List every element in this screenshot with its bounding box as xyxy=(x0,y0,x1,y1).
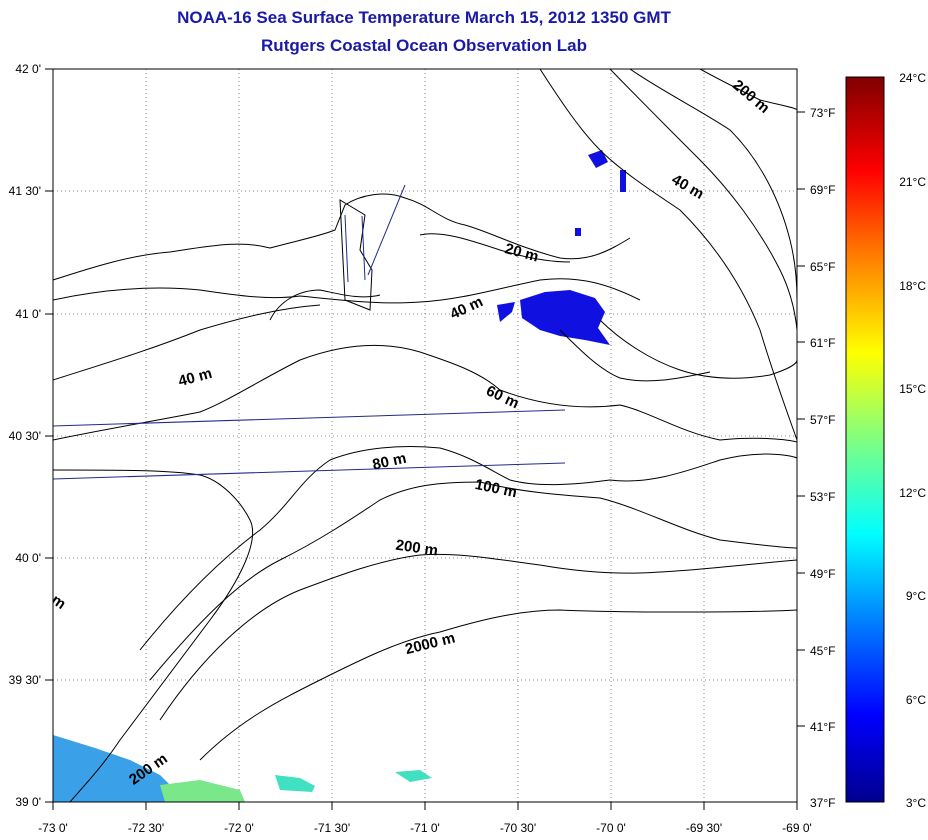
lat-tick-label: 39 0' xyxy=(15,795,41,809)
lat-tick-label: 41 0' xyxy=(15,307,41,321)
tick-marks xyxy=(45,68,798,810)
lon-tick-label: -73 0' xyxy=(38,821,68,835)
lon-tick-label: -69 30' xyxy=(686,821,722,835)
fahrenheit-tick-label: 49°F xyxy=(810,567,835,581)
colorbar-tick-label: 24°C xyxy=(899,71,926,85)
track-lines xyxy=(53,184,566,480)
fahrenheit-tick-label: 65°F xyxy=(810,260,835,274)
lon-labels: -73 0' -72 30' -72 0' -71 30' -71 0' -70… xyxy=(38,821,812,835)
contour-label: 40 m xyxy=(447,293,485,323)
contour-label: 40 m xyxy=(177,365,214,390)
fahrenheit-tick-label: 45°F xyxy=(810,644,835,658)
grid xyxy=(53,69,797,802)
lat-labels: 42 0' 41 30' 41 0' 40 30' 40 0' 39 30' 3… xyxy=(9,62,41,809)
colorbar-tick-label: 18°C xyxy=(899,279,926,293)
contour-label: 200 m xyxy=(729,77,773,117)
lat-tick-label: 40 0' xyxy=(15,551,41,565)
lat-tick-label: 40 30' xyxy=(9,429,41,443)
fahrenheit-tick-label: 53°F xyxy=(810,490,835,504)
lon-tick-label: -70 30' xyxy=(500,821,536,835)
fahrenheit-tick-label: 73°F xyxy=(810,106,835,120)
contour-label: 200 m xyxy=(395,537,439,560)
colorbar-tick-label: 12°C xyxy=(899,486,926,500)
lat-tick-label: 42 0' xyxy=(15,62,41,76)
colorbar-tick-label: 9°C xyxy=(906,589,926,603)
contour-label: 80 m xyxy=(371,450,408,474)
fahrenheit-labels: 73°F 69°F 65°F 61°F 57°F 53°F 49°F 45°F … xyxy=(810,106,835,810)
contour-label: 60 m xyxy=(483,382,521,412)
colorbar-tick-label: 3°C xyxy=(906,796,926,810)
lon-tick-label: -72 30' xyxy=(128,821,164,835)
contour-label: 40 m xyxy=(669,171,707,203)
contour-label: 100 m xyxy=(473,476,518,501)
lon-tick-label: -72 0' xyxy=(224,821,254,835)
lat-tick-label: 41 30' xyxy=(9,184,41,198)
contour-labels: 200 m 40 m 20 m 40 m 40 m 60 m 80 m 100 … xyxy=(48,77,773,789)
sst-patches xyxy=(53,150,626,802)
fahrenheit-tick-label: 37°F xyxy=(810,796,835,810)
lon-tick-label: -71 30' xyxy=(314,821,350,835)
colorbar-labels: 24°C 21°C 18°C 15°C 12°C 9°C 6°C 3°C xyxy=(899,71,926,810)
colorbar-tick-label: 6°C xyxy=(906,693,926,707)
fahrenheit-tick-label: 57°F xyxy=(810,413,835,427)
contour-label: m xyxy=(48,591,69,613)
fahrenheit-tick-label: 41°F xyxy=(810,720,835,734)
fahrenheit-tick-label: 61°F xyxy=(810,336,835,350)
lat-tick-label: 39 30' xyxy=(9,673,41,687)
map-subtitle: Rutgers Coastal Ocean Observation Lab xyxy=(261,36,587,55)
contour-label: 20 m xyxy=(503,240,540,265)
colorbar-tick-label: 15°C xyxy=(899,382,926,396)
lon-tick-label: -69 0' xyxy=(782,821,812,835)
contours xyxy=(53,69,797,802)
fahrenheit-scale xyxy=(797,111,805,727)
map-title: NOAA-16 Sea Surface Temperature March 15… xyxy=(177,8,671,27)
lon-tick-label: -70 0' xyxy=(596,821,626,835)
lon-tick-label: -71 0' xyxy=(410,821,440,835)
colorbar xyxy=(845,76,885,803)
fahrenheit-tick-label: 69°F xyxy=(810,183,835,197)
colorbar-tick-label: 21°C xyxy=(899,175,926,189)
